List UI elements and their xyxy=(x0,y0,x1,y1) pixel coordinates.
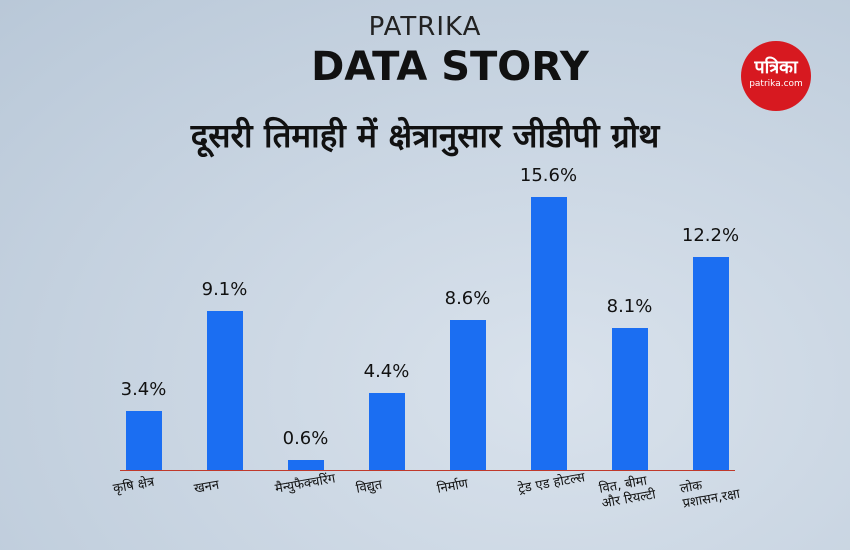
bar xyxy=(449,319,486,470)
bar xyxy=(530,197,567,470)
value-label: 9.1% xyxy=(201,278,248,300)
bar xyxy=(287,459,324,470)
x-tick-label: मैन्युफैक्चरिंग xyxy=(273,471,337,497)
x-tick-label: वित, बीमा और रियल्टी xyxy=(597,473,657,512)
x-tick-label: ट्रेड एड होटल्स xyxy=(516,470,586,497)
logo-text: पत्रिका xyxy=(754,57,798,78)
value-label: 0.6% xyxy=(282,427,329,449)
bar xyxy=(206,310,243,470)
x-tick-label: विद्युत xyxy=(354,477,383,497)
x-tick-label: खनन xyxy=(192,477,220,497)
x-tick-label: निर्माण xyxy=(435,476,469,497)
value-label: 3.4% xyxy=(120,378,167,400)
bar xyxy=(125,410,162,470)
brand-tagline: DATA STORY xyxy=(311,44,589,90)
value-label: 4.4% xyxy=(363,361,410,382)
x-tick-label: लोक प्रशासन,रक्षा xyxy=(678,478,741,512)
value-label: 15.6% xyxy=(519,165,578,186)
chart-title: दूसरी तिमाही में क्षेत्रानुसार जीडीपी ग्… xyxy=(190,116,660,155)
brand-name: PATRIKA xyxy=(368,12,482,42)
value-label: 8.1% xyxy=(606,296,653,318)
logo: पत्रिका patrika.com xyxy=(741,41,811,111)
bar xyxy=(692,256,729,470)
baseline xyxy=(120,470,735,471)
value-label: 8.6% xyxy=(444,287,491,309)
bar xyxy=(368,393,405,470)
logo-url: patrika.com xyxy=(749,79,803,89)
value-label: 12.2% xyxy=(681,224,740,246)
bar xyxy=(611,328,648,470)
x-tick-label: कृषि क्षेत्र xyxy=(111,474,155,497)
